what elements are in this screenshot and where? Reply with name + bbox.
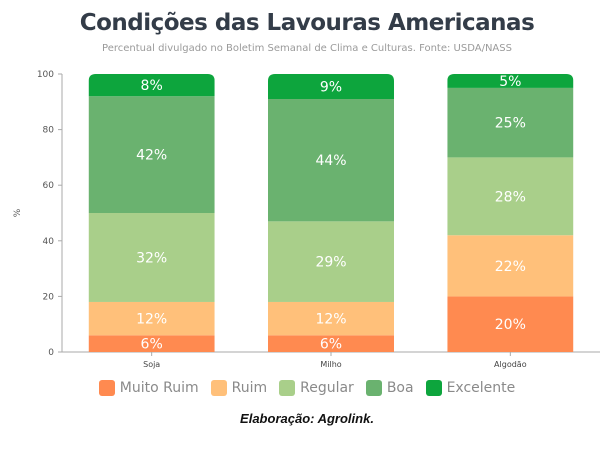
bar-segment-excelente[interactable] <box>88 74 215 97</box>
x-axis: Soja Milho Algodão <box>62 351 600 369</box>
legend-item-excelente[interactable]: Excelente <box>425 380 516 396</box>
y-tick-label: 80 <box>43 126 55 136</box>
bar-segment-excelente[interactable] <box>268 74 394 100</box>
bar-segment-muito-ruim[interactable] <box>88 335 215 352</box>
y-tick-label: 100 <box>37 70 54 80</box>
data-label: 12% <box>136 312 167 328</box>
x-tick-label: Milho <box>320 360 341 369</box>
chart-plot: 0 20 40 60 80 100 Soja Milho Algodão 6% 12% 32% 42… <box>13 70 600 369</box>
data-label: 28% <box>495 189 526 205</box>
data-label: 9% <box>320 80 342 96</box>
legend-item-muito-ruim[interactable]: Muito Ruim <box>98 380 199 396</box>
y-tick-label: 40 <box>43 237 55 247</box>
legend-label: Muito Ruim <box>119 380 199 396</box>
y-axis-label: % <box>13 208 23 217</box>
chart-subtitle: Percentual divulgado no Boletim Semanal … <box>102 43 512 54</box>
data-label: 6% <box>141 337 163 353</box>
bar-segment-boa[interactable] <box>268 99 394 222</box>
legend-label: Regular <box>300 380 354 396</box>
bar-segment-ruim[interactable] <box>268 301 394 336</box>
data-label: 20% <box>495 317 526 333</box>
data-label: 25% <box>495 116 526 132</box>
bar-segment-ruim[interactable] <box>88 301 215 336</box>
bar-segment-ruim[interactable] <box>447 235 574 297</box>
bar-segment-excelente[interactable] <box>447 74 574 88</box>
legend-item-boa[interactable]: Boa <box>365 380 414 396</box>
legend-swatch <box>365 380 382 396</box>
legend-label: Excelente <box>446 380 516 396</box>
bar-segment-boa[interactable] <box>88 96 215 213</box>
data-label: 44% <box>315 153 346 169</box>
bar-stack-milho: 6% 12% 29% 44% 9% <box>268 74 394 353</box>
bar-segment-muito-ruim[interactable] <box>268 335 394 352</box>
legend-swatch <box>210 380 227 396</box>
bars: 6% 12% 32% 42% 8% 6% 12% 29% 44% 9% 20% 22% 28% 25% 5% <box>88 74 574 353</box>
bar-segment-regular[interactable] <box>268 221 394 302</box>
legend-swatch <box>425 380 442 396</box>
legend-label: Boa <box>386 380 414 396</box>
legend-label: Ruim <box>231 380 268 396</box>
data-label: 6% <box>320 337 342 353</box>
bar-segment-regular[interactable] <box>447 157 574 236</box>
footer-credit: Elaboração: Agrolink. <box>240 411 374 426</box>
y-tick-label: 60 <box>43 181 55 191</box>
bar-stack-algodão: 20% 22% 28% 25% 5% <box>447 74 574 352</box>
legend-swatch <box>279 380 296 396</box>
bar-stack-soja: 6% 12% 32% 42% 8% <box>88 74 215 353</box>
x-tick-label: Soja <box>143 360 160 369</box>
legend-swatch <box>98 380 115 396</box>
x-tick-label: Algodão <box>494 360 527 369</box>
legend-item-regular[interactable]: Regular <box>279 380 354 396</box>
data-label: 22% <box>495 259 526 275</box>
data-label: 12% <box>315 312 346 328</box>
data-label: 32% <box>136 250 167 266</box>
y-axis: 0 20 40 60 80 100 <box>37 70 63 358</box>
bar-segment-muito-ruim[interactable] <box>447 296 574 352</box>
data-label: 29% <box>315 255 346 271</box>
legend-item-ruim[interactable]: Ruim <box>210 380 268 396</box>
chart-title: Condições das Lavouras Americanas <box>79 10 535 36</box>
y-tick-label: 20 <box>43 292 55 302</box>
data-label: 8% <box>141 78 163 94</box>
y-tick-label: 0 <box>48 348 54 358</box>
bar-segment-boa[interactable] <box>447 87 574 158</box>
bar-segment-regular[interactable] <box>88 213 215 302</box>
data-label: 5% <box>499 74 521 90</box>
data-label: 42% <box>136 148 167 164</box>
legend: Muito Ruim Ruim Regular Boa Excelente <box>0 380 614 396</box>
